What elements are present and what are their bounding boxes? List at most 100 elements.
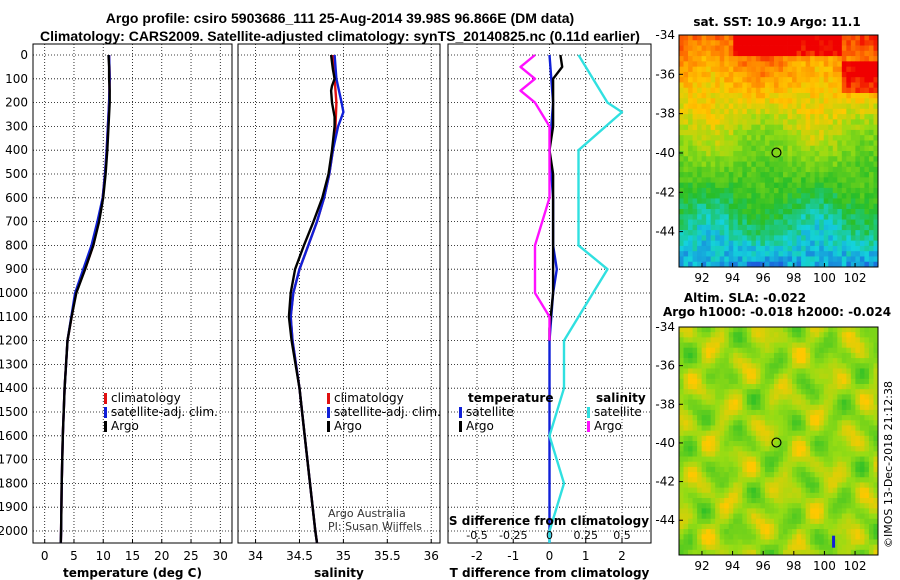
map-cell xyxy=(683,466,689,473)
map-cell xyxy=(792,513,797,520)
map-cell xyxy=(859,508,865,514)
map-cell xyxy=(728,456,734,463)
map-cell xyxy=(841,368,847,375)
map-cell xyxy=(850,523,856,530)
map-cell xyxy=(742,539,748,546)
map-cell xyxy=(801,135,807,141)
map-cell xyxy=(764,93,770,99)
map-cell xyxy=(868,140,874,147)
map-cell xyxy=(751,337,757,343)
map-cell xyxy=(805,224,811,231)
map-cell xyxy=(751,358,757,364)
map-cell xyxy=(801,544,807,551)
map-cell xyxy=(688,451,693,457)
map-cell xyxy=(787,327,793,333)
map-cell xyxy=(778,193,784,199)
map-cell xyxy=(846,518,852,525)
map-cell xyxy=(837,61,843,68)
series-line-salinity-satellite xyxy=(548,54,624,543)
map-cell xyxy=(701,503,707,509)
map-cell xyxy=(683,342,689,349)
map-cell xyxy=(801,87,807,94)
map-cell xyxy=(710,466,716,473)
map-cell xyxy=(692,523,698,530)
map-cell xyxy=(783,518,788,525)
map-cell xyxy=(715,114,721,120)
map-cell xyxy=(801,35,807,41)
map-cell xyxy=(769,394,775,400)
map-cell xyxy=(755,71,761,78)
map-cell xyxy=(828,409,834,416)
map-cell xyxy=(688,87,693,94)
map-cell xyxy=(710,425,716,432)
map-cell xyxy=(692,549,698,556)
map-cell xyxy=(819,119,825,126)
map-cell xyxy=(855,373,861,380)
map-cell xyxy=(692,166,698,173)
map-cell xyxy=(742,124,748,131)
x-tick-label: 96 xyxy=(756,559,771,573)
map-cell xyxy=(787,523,793,530)
map-cell xyxy=(715,108,721,115)
map-cell xyxy=(846,394,852,400)
map-cell xyxy=(742,425,748,432)
map-cell xyxy=(764,404,770,411)
map-cell xyxy=(837,415,843,421)
map-cell xyxy=(837,368,843,375)
map-cell xyxy=(755,45,761,52)
map-cell xyxy=(841,508,847,514)
map-cell xyxy=(773,539,779,546)
map-cell xyxy=(837,245,843,252)
map-cell xyxy=(751,352,757,359)
map-cell xyxy=(697,119,703,126)
map-cell xyxy=(801,177,807,184)
map-cell xyxy=(864,124,870,131)
map-cell xyxy=(715,66,721,73)
y-tick-label: -38 xyxy=(655,107,675,121)
map-cell xyxy=(697,472,703,478)
map-cell xyxy=(841,420,847,426)
map-cell xyxy=(832,477,838,483)
map-cell xyxy=(810,342,816,349)
map-cell xyxy=(801,66,807,73)
map-cell xyxy=(796,198,802,205)
map-cell xyxy=(810,129,816,136)
map-cell xyxy=(787,256,793,263)
map-cell xyxy=(864,498,870,504)
map-cell xyxy=(710,35,716,41)
map-cell xyxy=(810,508,816,514)
map-cell xyxy=(760,224,766,231)
map-cell xyxy=(778,214,784,220)
map-cell xyxy=(814,187,820,194)
map-cell xyxy=(706,358,712,364)
map-cell xyxy=(715,140,721,147)
map-cell xyxy=(801,456,807,463)
map-cell xyxy=(746,35,752,41)
map-cell xyxy=(801,187,807,194)
map-cell xyxy=(796,487,802,494)
map-cell xyxy=(746,87,752,94)
map-cell xyxy=(715,430,721,437)
map-cell xyxy=(733,166,739,173)
map-cell xyxy=(692,404,698,411)
x-axis-label: salinity xyxy=(314,566,364,580)
map-cell xyxy=(805,534,811,540)
map-cell xyxy=(701,498,707,504)
map-cell xyxy=(873,446,879,452)
map-cell xyxy=(728,337,734,343)
map-cell xyxy=(742,347,748,354)
map-cell xyxy=(859,327,865,333)
map-cell xyxy=(846,61,852,68)
map-cell xyxy=(751,415,757,421)
map-cell xyxy=(778,124,784,131)
map-cell xyxy=(679,214,684,220)
map-cell xyxy=(733,523,739,530)
map-cell xyxy=(868,420,874,426)
map-cell xyxy=(688,140,693,147)
map-cell xyxy=(801,93,807,99)
map-cell xyxy=(751,394,757,400)
map-cell xyxy=(683,251,689,257)
map-cell xyxy=(688,466,693,473)
map-cell xyxy=(796,98,802,104)
map-cell xyxy=(810,245,816,252)
